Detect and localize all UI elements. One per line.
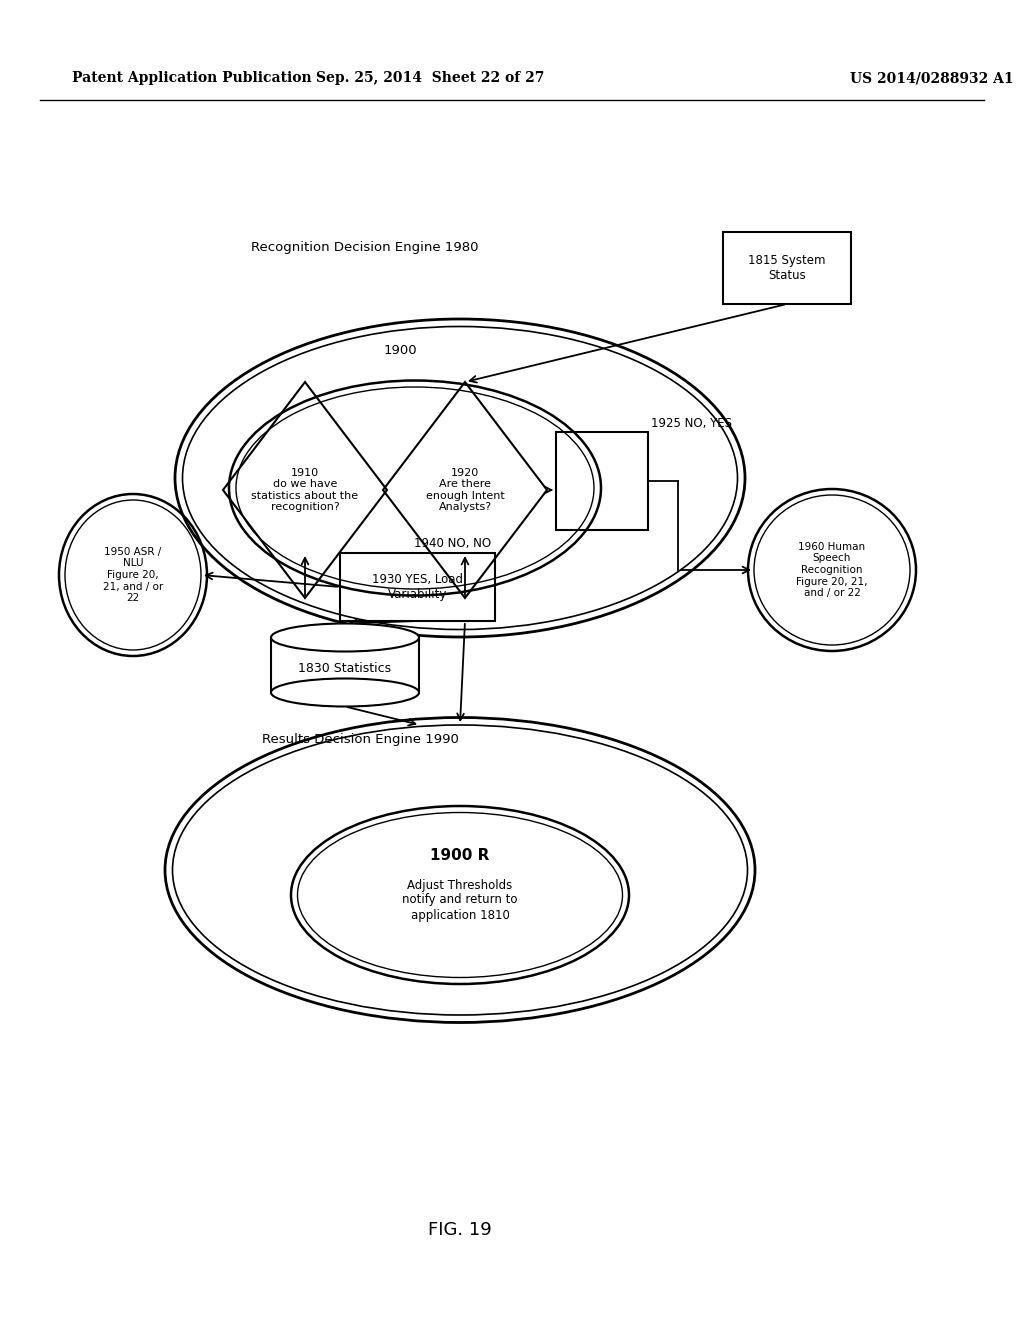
Text: FIG. 19: FIG. 19 bbox=[428, 1221, 492, 1239]
Text: 1900 R: 1900 R bbox=[430, 847, 489, 862]
Bar bbox=[271, 638, 419, 693]
Text: 1950 ASR /
NLU
Figure 20,
21, and / or
22: 1950 ASR / NLU Figure 20, 21, and / or 2… bbox=[102, 546, 163, 603]
Text: 1960 Human
Speech
Recognition
Figure 20, 21,
and / or 22: 1960 Human Speech Recognition Figure 20,… bbox=[797, 541, 867, 598]
Text: 1920
Are there
enough Intent
Analysts?: 1920 Are there enough Intent Analysts? bbox=[426, 467, 505, 512]
Text: 1910
do we have
statistics about the
recognition?: 1910 do we have statistics about the rec… bbox=[252, 467, 358, 512]
Text: Recognition Decision Engine 1980: Recognition Decision Engine 1980 bbox=[251, 242, 479, 255]
Ellipse shape bbox=[271, 678, 419, 706]
Bar bbox=[723, 232, 851, 304]
Text: US 2014/0288932 A1: US 2014/0288932 A1 bbox=[850, 71, 1014, 84]
Ellipse shape bbox=[271, 623, 419, 652]
Text: 1940 NO, NO: 1940 NO, NO bbox=[415, 537, 492, 550]
Text: Adjust Thresholds
notify and return to
application 1810: Adjust Thresholds notify and return to a… bbox=[402, 879, 518, 921]
Text: 1925 NO, YES: 1925 NO, YES bbox=[651, 417, 732, 430]
Text: Patent Application Publication: Patent Application Publication bbox=[72, 71, 311, 84]
Text: 1815 System
Status: 1815 System Status bbox=[749, 253, 825, 282]
Bar bbox=[340, 553, 495, 620]
Text: 1930 YES, Load
Variability: 1930 YES, Load Variability bbox=[372, 573, 463, 601]
Text: 1830 Statistics: 1830 Statistics bbox=[298, 663, 391, 676]
Text: Results Decision Engine 1990: Results Decision Engine 1990 bbox=[261, 734, 459, 747]
Bar bbox=[556, 432, 648, 531]
Text: Sep. 25, 2014  Sheet 22 of 27: Sep. 25, 2014 Sheet 22 of 27 bbox=[315, 71, 544, 84]
Text: 1900: 1900 bbox=[383, 343, 417, 356]
